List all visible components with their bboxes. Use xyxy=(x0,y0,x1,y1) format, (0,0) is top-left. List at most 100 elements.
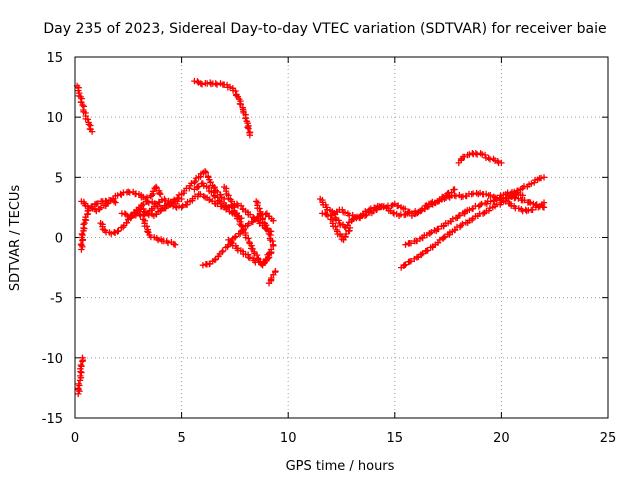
data-marker xyxy=(115,227,122,234)
data-marker xyxy=(213,81,221,88)
data-point xyxy=(201,168,209,175)
data-point xyxy=(233,200,241,207)
data-point xyxy=(244,120,251,127)
data-point xyxy=(79,354,86,361)
data-marker xyxy=(179,202,186,210)
data-point xyxy=(242,207,249,215)
data-point xyxy=(530,200,537,207)
data-point xyxy=(97,219,104,227)
data-point xyxy=(240,108,247,115)
data-marker xyxy=(247,211,254,218)
data-marker xyxy=(245,235,252,242)
data-marker xyxy=(140,208,148,215)
data-marker xyxy=(431,199,438,206)
y-tick-label: 0 xyxy=(55,232,63,247)
data-point xyxy=(466,151,473,158)
data-marker xyxy=(512,194,519,201)
data-point xyxy=(229,203,236,210)
data-point xyxy=(498,159,505,167)
data-point xyxy=(127,212,134,219)
data-point xyxy=(225,236,232,244)
data-point xyxy=(459,193,467,200)
data-marker xyxy=(192,178,199,185)
data-point xyxy=(415,253,422,260)
axis-ticks: 0 5 10 15 20 25 -15 -10 -5 0 5 10 15 xyxy=(42,51,617,446)
data-point xyxy=(161,195,168,203)
data-point xyxy=(78,198,85,205)
data-marker xyxy=(156,189,163,197)
data-marker xyxy=(214,194,221,201)
data-point xyxy=(195,174,202,181)
x-tick-label: 5 xyxy=(177,431,185,446)
data-point xyxy=(78,363,85,370)
data-point xyxy=(157,207,164,215)
series-arc-8 xyxy=(141,217,177,248)
data-point xyxy=(487,198,494,205)
data-point xyxy=(82,112,89,120)
series-arc-3 xyxy=(77,197,118,251)
y-tick-label: -10 xyxy=(42,352,63,367)
data-marker xyxy=(356,213,363,221)
data-marker xyxy=(211,256,219,264)
data-point xyxy=(485,192,492,199)
series-arc-20 xyxy=(405,193,546,247)
data-point xyxy=(272,268,279,275)
data-point xyxy=(221,183,228,191)
data-point xyxy=(540,174,548,181)
data-marker xyxy=(258,261,265,268)
data-point xyxy=(263,210,271,217)
data-marker xyxy=(445,193,453,200)
data-point xyxy=(265,280,273,287)
data-point xyxy=(199,180,207,187)
data-point xyxy=(519,207,526,215)
data-point xyxy=(404,210,411,217)
data-point xyxy=(99,198,106,205)
data-marker xyxy=(117,190,124,198)
data-point xyxy=(78,246,85,253)
data-marker xyxy=(424,203,431,211)
data-point xyxy=(528,206,535,213)
data-point xyxy=(93,200,100,207)
data-marker xyxy=(407,240,415,247)
data-point xyxy=(265,230,273,238)
data-point xyxy=(93,207,100,215)
data-point xyxy=(204,80,211,87)
y-tick-label: -15 xyxy=(42,412,63,427)
data-point xyxy=(267,276,275,283)
data-point xyxy=(319,210,326,217)
data-point xyxy=(457,222,465,229)
data-point xyxy=(79,101,86,109)
data-point xyxy=(253,198,260,205)
x-tick-label: 20 xyxy=(493,431,510,446)
data-point xyxy=(79,231,86,239)
data-marker xyxy=(242,115,249,122)
data-point xyxy=(250,216,258,223)
data-marker xyxy=(219,247,227,255)
data-point xyxy=(534,176,541,183)
data-marker xyxy=(402,261,409,268)
data-marker xyxy=(84,116,91,123)
data-point xyxy=(459,153,467,161)
data-point xyxy=(246,132,253,139)
data-point xyxy=(525,181,533,188)
y-axis-label: SDTVAR / TECUs xyxy=(8,185,23,292)
data-point xyxy=(163,237,170,245)
x-tick-label: 25 xyxy=(600,431,617,446)
data-point xyxy=(152,183,160,191)
data-point xyxy=(423,247,430,254)
data-point xyxy=(229,85,236,92)
data-point xyxy=(346,224,354,232)
data-point xyxy=(152,200,160,207)
data-point xyxy=(353,215,360,222)
data-marker xyxy=(126,189,133,196)
data-point xyxy=(412,237,420,245)
data-point xyxy=(238,222,245,229)
data-point xyxy=(163,203,170,210)
data-point xyxy=(204,194,211,201)
data-marker xyxy=(77,240,85,248)
data-point xyxy=(114,228,121,235)
data-point xyxy=(236,95,243,103)
data-point xyxy=(472,150,479,157)
data-point xyxy=(259,262,266,269)
